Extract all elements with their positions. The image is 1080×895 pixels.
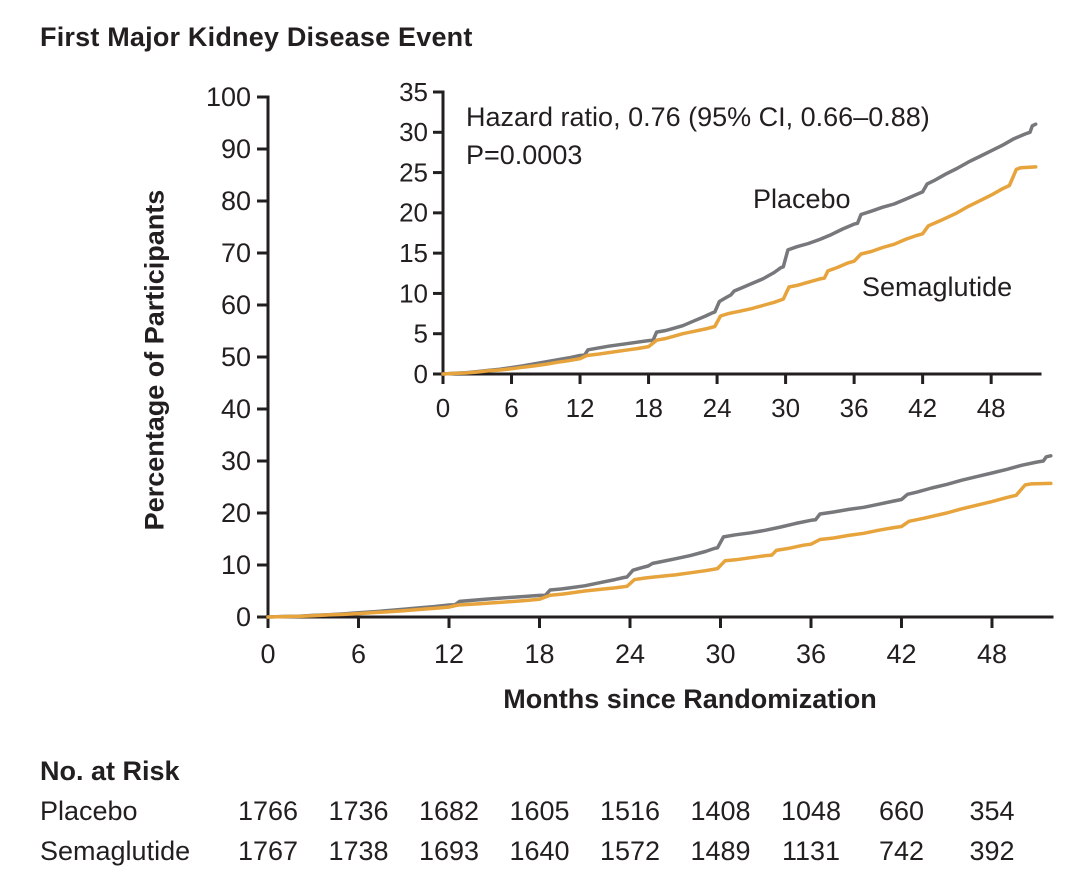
placebo-curve-label: Placebo: [753, 184, 851, 214]
at-risk-value: 1693: [418, 836, 480, 866]
inset-x-tick-label: 48: [977, 393, 1006, 423]
main-y-tick-label: 30: [221, 446, 251, 476]
main-x-tick-label: 18: [524, 639, 554, 669]
at-risk-value: 354: [969, 796, 1015, 826]
x-axis-label: Months since Randomization: [503, 684, 877, 714]
at-risk-value: 742: [878, 836, 925, 866]
main-y-tick-label: 50: [221, 342, 251, 372]
main-x-tick-label: 0: [260, 639, 275, 669]
main-x-tick-label: 48: [977, 639, 1007, 669]
inset-y-tick-label: 10: [399, 278, 428, 308]
inset-x-tick-label: 0: [436, 393, 450, 423]
inset-curve-placebo: [441, 122, 1038, 376]
main-y-tick-label: 60: [221, 290, 251, 320]
main-y-tick-label: 100: [206, 82, 251, 112]
inset-x-tick-label: 6: [504, 393, 518, 423]
at-risk-value: 1572: [599, 836, 661, 866]
at-risk-row-label-placebo: Placebo: [40, 796, 138, 826]
main-y-tick-label: 90: [221, 134, 251, 164]
inset-x-tick-label: 42: [908, 393, 937, 423]
inset-y-tick-label: 35: [399, 77, 428, 107]
inset-curve-semaglutide: [441, 165, 1038, 376]
p-value-text: P=0.0003: [466, 140, 583, 170]
at-risk-value: 1767: [237, 836, 299, 866]
main-x-tick-label: 30: [705, 639, 735, 669]
at-risk-value: 1738: [328, 836, 389, 866]
at-risk-heading: No. at Risk: [40, 756, 180, 786]
inset-y-tick-label: 25: [399, 157, 428, 187]
inset-x-tick-label: 36: [840, 393, 869, 423]
main-curve-placebo: [266, 454, 1053, 619]
main-y-tick-label: 20: [221, 498, 251, 528]
main-x-tick-label: 24: [615, 639, 645, 669]
at-risk-value: 392: [969, 836, 1015, 866]
main-y-tick-label: 40: [221, 394, 251, 424]
at-risk-value: 660: [878, 796, 925, 826]
at-risk-value: 1766: [237, 796, 299, 826]
at-risk-value: 1408: [690, 796, 751, 826]
main-curve-semaglutide: [266, 481, 1053, 619]
main-y-tick-label: 0: [236, 602, 251, 632]
inset-y-tick-label: 5: [414, 319, 428, 349]
main-y-tick-label: 80: [221, 186, 251, 216]
at-risk-value: 1736: [328, 796, 389, 826]
at-risk-value: 1131: [781, 836, 841, 866]
main-x-tick-label: 6: [351, 639, 366, 669]
figure-title: First Major Kidney Disease Event: [40, 22, 473, 52]
inset-y-tick-label: 20: [399, 198, 428, 228]
main-y-tick-label: 70: [221, 238, 251, 268]
inset-x-tick-label: 12: [566, 393, 595, 423]
at-risk-value: 1640: [509, 836, 570, 866]
y-axis-label: Percentage of Participants: [139, 189, 170, 531]
hazard-ratio-annotation: Hazard ratio, 0.76 (95% CI, 0.66–0.88) P…: [466, 98, 930, 174]
hazard-ratio-text: Hazard ratio, 0.76 (95% CI, 0.66–0.88): [466, 102, 930, 132]
main-x-tick-label: 42: [886, 639, 916, 669]
inset-y-tick-label: 30: [399, 117, 428, 147]
at-risk-row-label-semaglutide: Semaglutide: [40, 836, 191, 866]
main-x-tick-label: 12: [434, 639, 464, 669]
semaglutide-curve-label: Semaglutide: [862, 272, 1013, 302]
at-risk-value: 1605: [509, 796, 570, 826]
inset-y-tick-label: 15: [399, 238, 428, 268]
at-risk-value: 1048: [780, 796, 842, 826]
main-y-tick-label: 10: [221, 550, 251, 580]
at-risk-value: 1682: [418, 796, 480, 826]
at-risk-value: 1489: [690, 836, 751, 866]
inset-x-tick-label: 24: [703, 393, 732, 423]
main-x-tick-label: 36: [796, 639, 826, 669]
inset-x-tick-label: 30: [771, 393, 800, 423]
at-risk-value: 1516: [599, 796, 661, 826]
inset-x-tick-label: 18: [634, 393, 663, 423]
inset-y-tick-label: 0: [414, 359, 428, 389]
